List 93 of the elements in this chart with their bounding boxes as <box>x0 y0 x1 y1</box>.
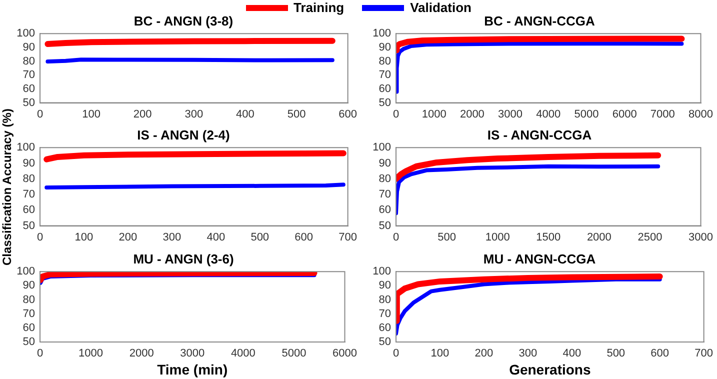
x-tick-label: 3000 <box>180 348 205 360</box>
x-tick-label: 100 <box>82 108 100 120</box>
x-tick-label: 0 <box>392 348 400 360</box>
x-tick-label: 5000 <box>282 348 306 360</box>
x-tick-label: 600 <box>650 348 670 360</box>
x-tick-label: 500 <box>438 231 456 244</box>
x-tick-label: 1000 <box>485 231 510 244</box>
y-tick-label: 60 <box>22 82 35 95</box>
chart-title: IS - ANGN (2-4) <box>137 127 230 142</box>
x-tick-label: 100 <box>74 231 94 244</box>
y-tick-label: 80 <box>378 294 391 306</box>
y-tick-label: 100 <box>372 28 391 40</box>
y-tick-label: 50 <box>22 336 35 348</box>
y-tick-label: 60 <box>378 82 391 95</box>
y-tick-label: 90 <box>22 280 35 292</box>
x-tick-label: 600 <box>294 231 314 244</box>
y-tick-label: 50 <box>22 96 35 109</box>
x-tick-label: 200 <box>118 231 138 244</box>
x-tick-label: 4000 <box>536 108 561 120</box>
x-tick-label: 0 <box>392 108 400 120</box>
y-tick-label: 70 <box>378 308 391 320</box>
x-tick-label: 300 <box>162 231 182 244</box>
x-tick-label: 1000 <box>422 108 446 120</box>
y-tick-label: 90 <box>22 157 35 170</box>
y-tick-label: 90 <box>378 41 391 54</box>
x-tick-label: 500 <box>250 231 270 244</box>
x-tick-label: 300 <box>518 348 538 360</box>
x-tick-label: 1000 <box>78 348 104 360</box>
x-tick-label: 8000 <box>688 108 714 120</box>
x-tick-label: 3000 <box>688 231 714 244</box>
x-tick-label: 400 <box>236 108 254 120</box>
y-tick-label: 60 <box>378 322 391 334</box>
y-tick-label: 80 <box>378 172 391 185</box>
y-axis-title: Classification Accuracy (%) <box>0 108 14 268</box>
x-tick-label: 0 <box>36 108 44 120</box>
x-tick-label: 400 <box>562 348 582 360</box>
y-tick-label: 70 <box>378 188 391 201</box>
x-tick-label: 700 <box>338 231 358 244</box>
x-tick-label: 3000 <box>498 108 523 120</box>
y-tick-label: 80 <box>22 172 35 185</box>
y-tick-label: 70 <box>22 308 35 320</box>
chart-title: BC - ANGN (3-8) <box>134 13 234 28</box>
y-tick-label: 60 <box>378 204 391 216</box>
x-tick-label: 0 <box>36 348 44 360</box>
y-tick-label: 80 <box>22 55 35 68</box>
y-tick-label: 100 <box>16 142 35 154</box>
x-tick-label: 100 <box>430 348 450 360</box>
x-tick-label: 2000 <box>129 348 154 360</box>
x-tick-label: 400 <box>206 231 226 244</box>
x-tick-label: 0 <box>36 231 44 244</box>
x-tick-label: 2000 <box>460 108 484 120</box>
x-tick-label: 300 <box>184 108 204 120</box>
y-tick-label: 50 <box>22 220 35 232</box>
x-axis-title: Time (min) <box>157 361 228 378</box>
y-tick-label: 50 <box>378 220 391 232</box>
y-tick-label: 80 <box>378 55 391 68</box>
y-tick-label: 100 <box>16 266 35 278</box>
x-axis-title: Generations <box>509 361 591 378</box>
y-tick-label: 70 <box>378 69 391 82</box>
y-tick-label: 100 <box>16 28 35 40</box>
x-tick-label: 6000 <box>332 348 358 360</box>
y-tick-label: 90 <box>22 41 35 54</box>
legend-label: Training <box>294 0 344 15</box>
y-tick-label: 60 <box>22 322 35 334</box>
y-tick-label: 90 <box>378 280 391 292</box>
x-tick-label: 500 <box>287 108 306 120</box>
x-tick-label: 200 <box>133 108 152 120</box>
x-tick-label: 4000 <box>230 348 256 360</box>
x-tick-label: 5000 <box>574 108 599 120</box>
x-tick-label: 500 <box>606 348 626 360</box>
x-tick-label: 2000 <box>586 231 612 244</box>
y-tick-label: 70 <box>22 69 35 82</box>
y-tick-label: 80 <box>22 294 35 306</box>
x-tick-label: 0 <box>392 231 400 244</box>
y-tick-label: 50 <box>378 336 391 348</box>
y-tick-label: 50 <box>378 96 391 109</box>
chart-title: MU - ANGN-CCGA <box>483 251 596 266</box>
chart-title: IS - ANGN-CCGA <box>487 127 592 142</box>
y-tick-label: 70 <box>22 188 35 201</box>
x-tick-label: 700 <box>694 348 714 360</box>
chart-title: BC - ANGN-CCGA <box>484 13 596 28</box>
y-tick-label: 60 <box>22 204 35 216</box>
y-tick-label: 90 <box>378 157 391 170</box>
x-tick-label: 200 <box>474 348 494 360</box>
legend-label: Validation <box>410 0 472 15</box>
x-tick-label: 600 <box>338 108 358 120</box>
x-tick-label: 1500 <box>536 231 561 244</box>
chart-title: MU - ANGN (3-6) <box>133 251 234 266</box>
y-tick-label: 100 <box>372 266 391 278</box>
x-tick-label: 6000 <box>612 108 637 120</box>
x-tick-label: 2500 <box>638 231 662 244</box>
y-tick-label: 100 <box>372 142 391 154</box>
x-tick-label: 7000 <box>650 108 675 120</box>
